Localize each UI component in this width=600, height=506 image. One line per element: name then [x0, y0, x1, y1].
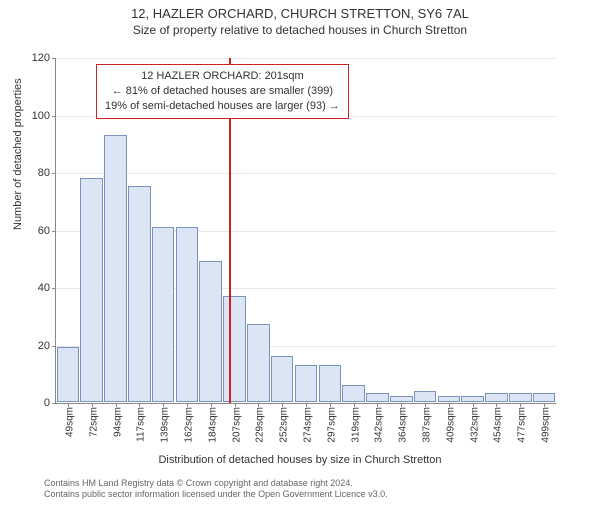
histogram-bar: [152, 227, 175, 402]
histogram-bar: [295, 365, 318, 402]
histogram-bar: [57, 347, 80, 402]
y-axis-label: Number of detached properties: [12, 78, 24, 230]
histogram-bar: [342, 385, 365, 402]
histogram-bar: [80, 178, 103, 402]
x-tick-label: 117sqm: [136, 407, 147, 442]
y-tick-label: 20: [38, 340, 50, 352]
histogram-bar: [271, 356, 294, 402]
y-tick-mark: [52, 231, 56, 232]
histogram-bar: [199, 261, 222, 402]
x-tick-label: 319sqm: [350, 407, 361, 443]
gridline: [56, 173, 556, 174]
y-tick-mark: [52, 173, 56, 174]
y-tick-label: 120: [32, 52, 50, 64]
x-tick-label: 162sqm: [184, 407, 195, 443]
gridline: [56, 58, 556, 59]
x-tick-label: 499sqm: [541, 407, 552, 443]
x-tick-label: 387sqm: [422, 407, 433, 443]
x-tick-label: 229sqm: [255, 407, 266, 443]
y-tick-mark: [52, 58, 56, 59]
annotation-box: 12 HAZLER ORCHARD: 201sqm← 81% of detach…: [96, 64, 349, 119]
histogram-bar: [176, 227, 199, 402]
y-tick-label: 0: [44, 397, 50, 409]
chart-area: 02040608010012049sqm72sqm94sqm117sqm139s…: [55, 58, 555, 403]
x-tick-label: 274sqm: [303, 407, 314, 443]
y-tick-mark: [52, 116, 56, 117]
histogram-bar: [247, 324, 270, 402]
x-tick-label: 342sqm: [374, 407, 385, 443]
histogram-bar: [104, 135, 127, 402]
annotation-line: 19% of semi-detached houses are larger (…: [105, 99, 340, 114]
annotation-line: ← 81% of detached houses are smaller (39…: [105, 84, 340, 99]
y-tick-label: 40: [38, 282, 50, 294]
y-tick-mark: [52, 288, 56, 289]
histogram-bar: [533, 393, 556, 402]
x-tick-label: 72sqm: [88, 407, 99, 437]
plot-region: 02040608010012049sqm72sqm94sqm117sqm139s…: [55, 58, 556, 404]
histogram-bar: [438, 396, 461, 402]
footer-line-2: Contains public sector information licen…: [44, 489, 388, 500]
histogram-bar: [390, 396, 413, 402]
y-tick-label: 100: [32, 110, 50, 122]
y-tick-label: 80: [38, 167, 50, 179]
x-tick-label: 49sqm: [65, 407, 76, 437]
x-tick-label: 454sqm: [493, 407, 504, 443]
footer: Contains HM Land Registry data © Crown c…: [44, 478, 388, 500]
x-tick-label: 364sqm: [398, 407, 409, 443]
histogram-bar: [223, 296, 246, 402]
x-tick-label: 409sqm: [446, 407, 457, 443]
y-tick-label: 60: [38, 225, 50, 237]
x-axis-label: Distribution of detached houses by size …: [0, 454, 600, 466]
x-tick-label: 94sqm: [112, 407, 123, 437]
y-tick-mark: [52, 403, 56, 404]
histogram-bar: [414, 391, 437, 403]
x-tick-label: 432sqm: [469, 407, 480, 443]
chart-title-sub: Size of property relative to detached ho…: [0, 23, 600, 37]
chart-title-main: 12, HAZLER ORCHARD, CHURCH STRETTON, SY6…: [0, 6, 600, 21]
x-tick-label: 297sqm: [326, 407, 337, 443]
x-tick-label: 184sqm: [207, 407, 218, 443]
histogram-bar: [128, 186, 151, 402]
footer-line-1: Contains HM Land Registry data © Crown c…: [44, 478, 388, 489]
histogram-bar: [485, 393, 508, 402]
annotation-line: 12 HAZLER ORCHARD: 201sqm: [105, 69, 340, 84]
histogram-bar: [319, 365, 342, 402]
x-tick-label: 139sqm: [160, 407, 171, 443]
x-tick-label: 252sqm: [279, 407, 290, 443]
histogram-bar: [509, 393, 532, 402]
histogram-bar: [366, 393, 389, 402]
y-tick-mark: [52, 346, 56, 347]
x-tick-label: 207sqm: [231, 407, 242, 443]
histogram-bar: [461, 396, 484, 402]
x-tick-label: 477sqm: [517, 407, 528, 443]
